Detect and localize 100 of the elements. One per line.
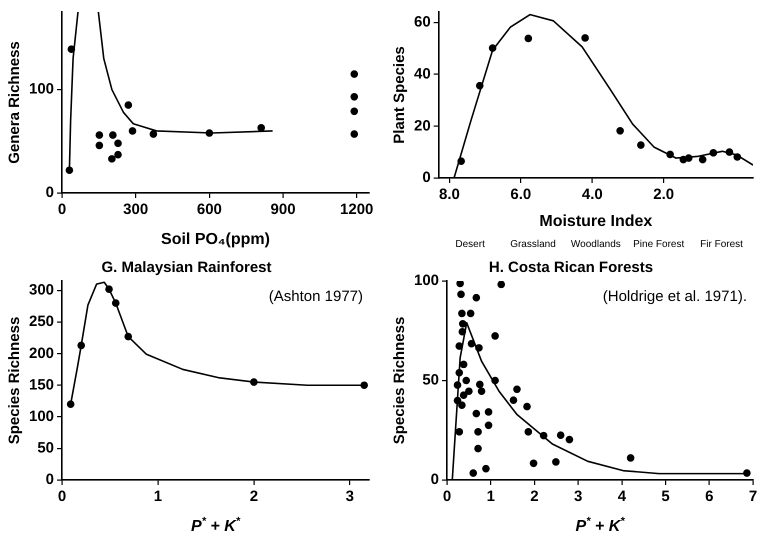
- y-tick-label: 150: [28, 376, 54, 394]
- point: [105, 285, 113, 294]
- x-tick-label: 1200: [340, 201, 374, 218]
- y-tick-label: 100: [414, 272, 440, 290]
- text: Grassland: [510, 239, 556, 250]
- point: [684, 154, 693, 162]
- x-tick-label: 1: [154, 488, 162, 506]
- point: [114, 150, 122, 159]
- x-tick-label: 0: [58, 201, 66, 218]
- point: [637, 141, 645, 149]
- point: [350, 93, 358, 101]
- y-tick-label: 50: [422, 372, 440, 389]
- point: [96, 142, 104, 150]
- x-tick-label: 4: [618, 488, 627, 506]
- y-tick-label: 60: [414, 14, 431, 31]
- point: [513, 385, 521, 394]
- point: [350, 130, 358, 138]
- point: [476, 82, 484, 90]
- point: [484, 408, 492, 416]
- point: [350, 70, 358, 78]
- point: [524, 428, 532, 436]
- point: [114, 140, 122, 148]
- annotation: (Ashton 1977): [268, 288, 364, 305]
- point: [465, 387, 473, 396]
- point: [455, 342, 464, 350]
- point: [458, 401, 466, 409]
- point: [710, 149, 718, 157]
- point: [455, 428, 464, 436]
- point: [458, 310, 466, 318]
- point: [626, 454, 634, 462]
- point: [456, 281, 464, 288]
- y-axis-title: Plant Species: [391, 46, 408, 144]
- point: [206, 129, 214, 137]
- point: [68, 45, 76, 54]
- point: [475, 344, 483, 352]
- point: [566, 436, 574, 444]
- point: [510, 396, 518, 404]
- x-axis-title: P* + K*: [576, 516, 626, 535]
- y-tick-label: 0: [430, 471, 440, 488]
- point: [530, 459, 538, 468]
- point: [124, 332, 132, 340]
- point: [454, 396, 462, 404]
- y-tick-label: 0: [46, 471, 54, 488]
- point: [524, 34, 532, 42]
- point: [466, 310, 474, 318]
- y-tick-label: 100: [28, 408, 54, 425]
- x-tick-label: 6: [705, 488, 714, 506]
- x-tick-label: 1: [486, 488, 495, 506]
- x-tick-label: 7: [748, 488, 758, 506]
- point: [488, 44, 496, 52]
- x-tick-label: 900: [270, 201, 296, 218]
- point: [257, 124, 265, 132]
- x-tick-label: 2: [530, 488, 539, 506]
- point: [491, 376, 499, 384]
- point: [457, 290, 465, 298]
- y-axis-title: Species Richness: [6, 316, 24, 444]
- x-tick-label: 300: [123, 201, 148, 218]
- point: [112, 299, 120, 307]
- chart-title: G. Malaysian Rainforest: [101, 259, 272, 276]
- x-tick-label: 600: [196, 201, 222, 218]
- x-tick-label: 8.0: [438, 186, 460, 204]
- point: [350, 107, 358, 116]
- point: [497, 281, 506, 288]
- point: [484, 421, 492, 430]
- x-tick-label: 2: [250, 488, 258, 506]
- point: [478, 387, 486, 396]
- point: [77, 342, 86, 350]
- x-tick-label: 6.0: [510, 186, 532, 204]
- point: [250, 378, 258, 386]
- point: [458, 328, 466, 336]
- x-tick-label: 3: [574, 488, 582, 506]
- x-tick-label: 0: [442, 488, 452, 506]
- point: [474, 428, 482, 436]
- y-tick-label: 250: [28, 313, 54, 330]
- point: [666, 150, 674, 158]
- x-tick-label: 3: [346, 488, 354, 506]
- point: [462, 376, 470, 384]
- x-tick-label: 4.0: [582, 186, 603, 204]
- x-axis-title: Soil PO₄(ppm): [161, 231, 270, 248]
- point: [523, 402, 531, 410]
- point: [96, 131, 104, 139]
- point: [124, 101, 132, 109]
- point: [472, 410, 480, 418]
- x-axis-title: P* + K*: [191, 516, 241, 535]
- y-axis-title: Species Richness: [391, 316, 408, 444]
- point: [455, 368, 464, 377]
- x-tick-label: 0: [58, 488, 66, 506]
- point: [698, 156, 706, 164]
- x-axis-title: Moisture Index: [539, 213, 652, 230]
- y-axis-title: Genera Richness: [6, 41, 24, 164]
- y-tick-label: 40: [414, 65, 431, 82]
- text: Woodlands: [570, 239, 621, 250]
- y-tick-label: 20: [414, 117, 431, 134]
- text: Desert: [455, 239, 486, 250]
- point: [581, 34, 589, 42]
- point: [616, 126, 624, 135]
- point: [460, 391, 468, 400]
- point: [556, 431, 564, 440]
- text: Pine Forest: [633, 239, 684, 250]
- point: [460, 360, 468, 368]
